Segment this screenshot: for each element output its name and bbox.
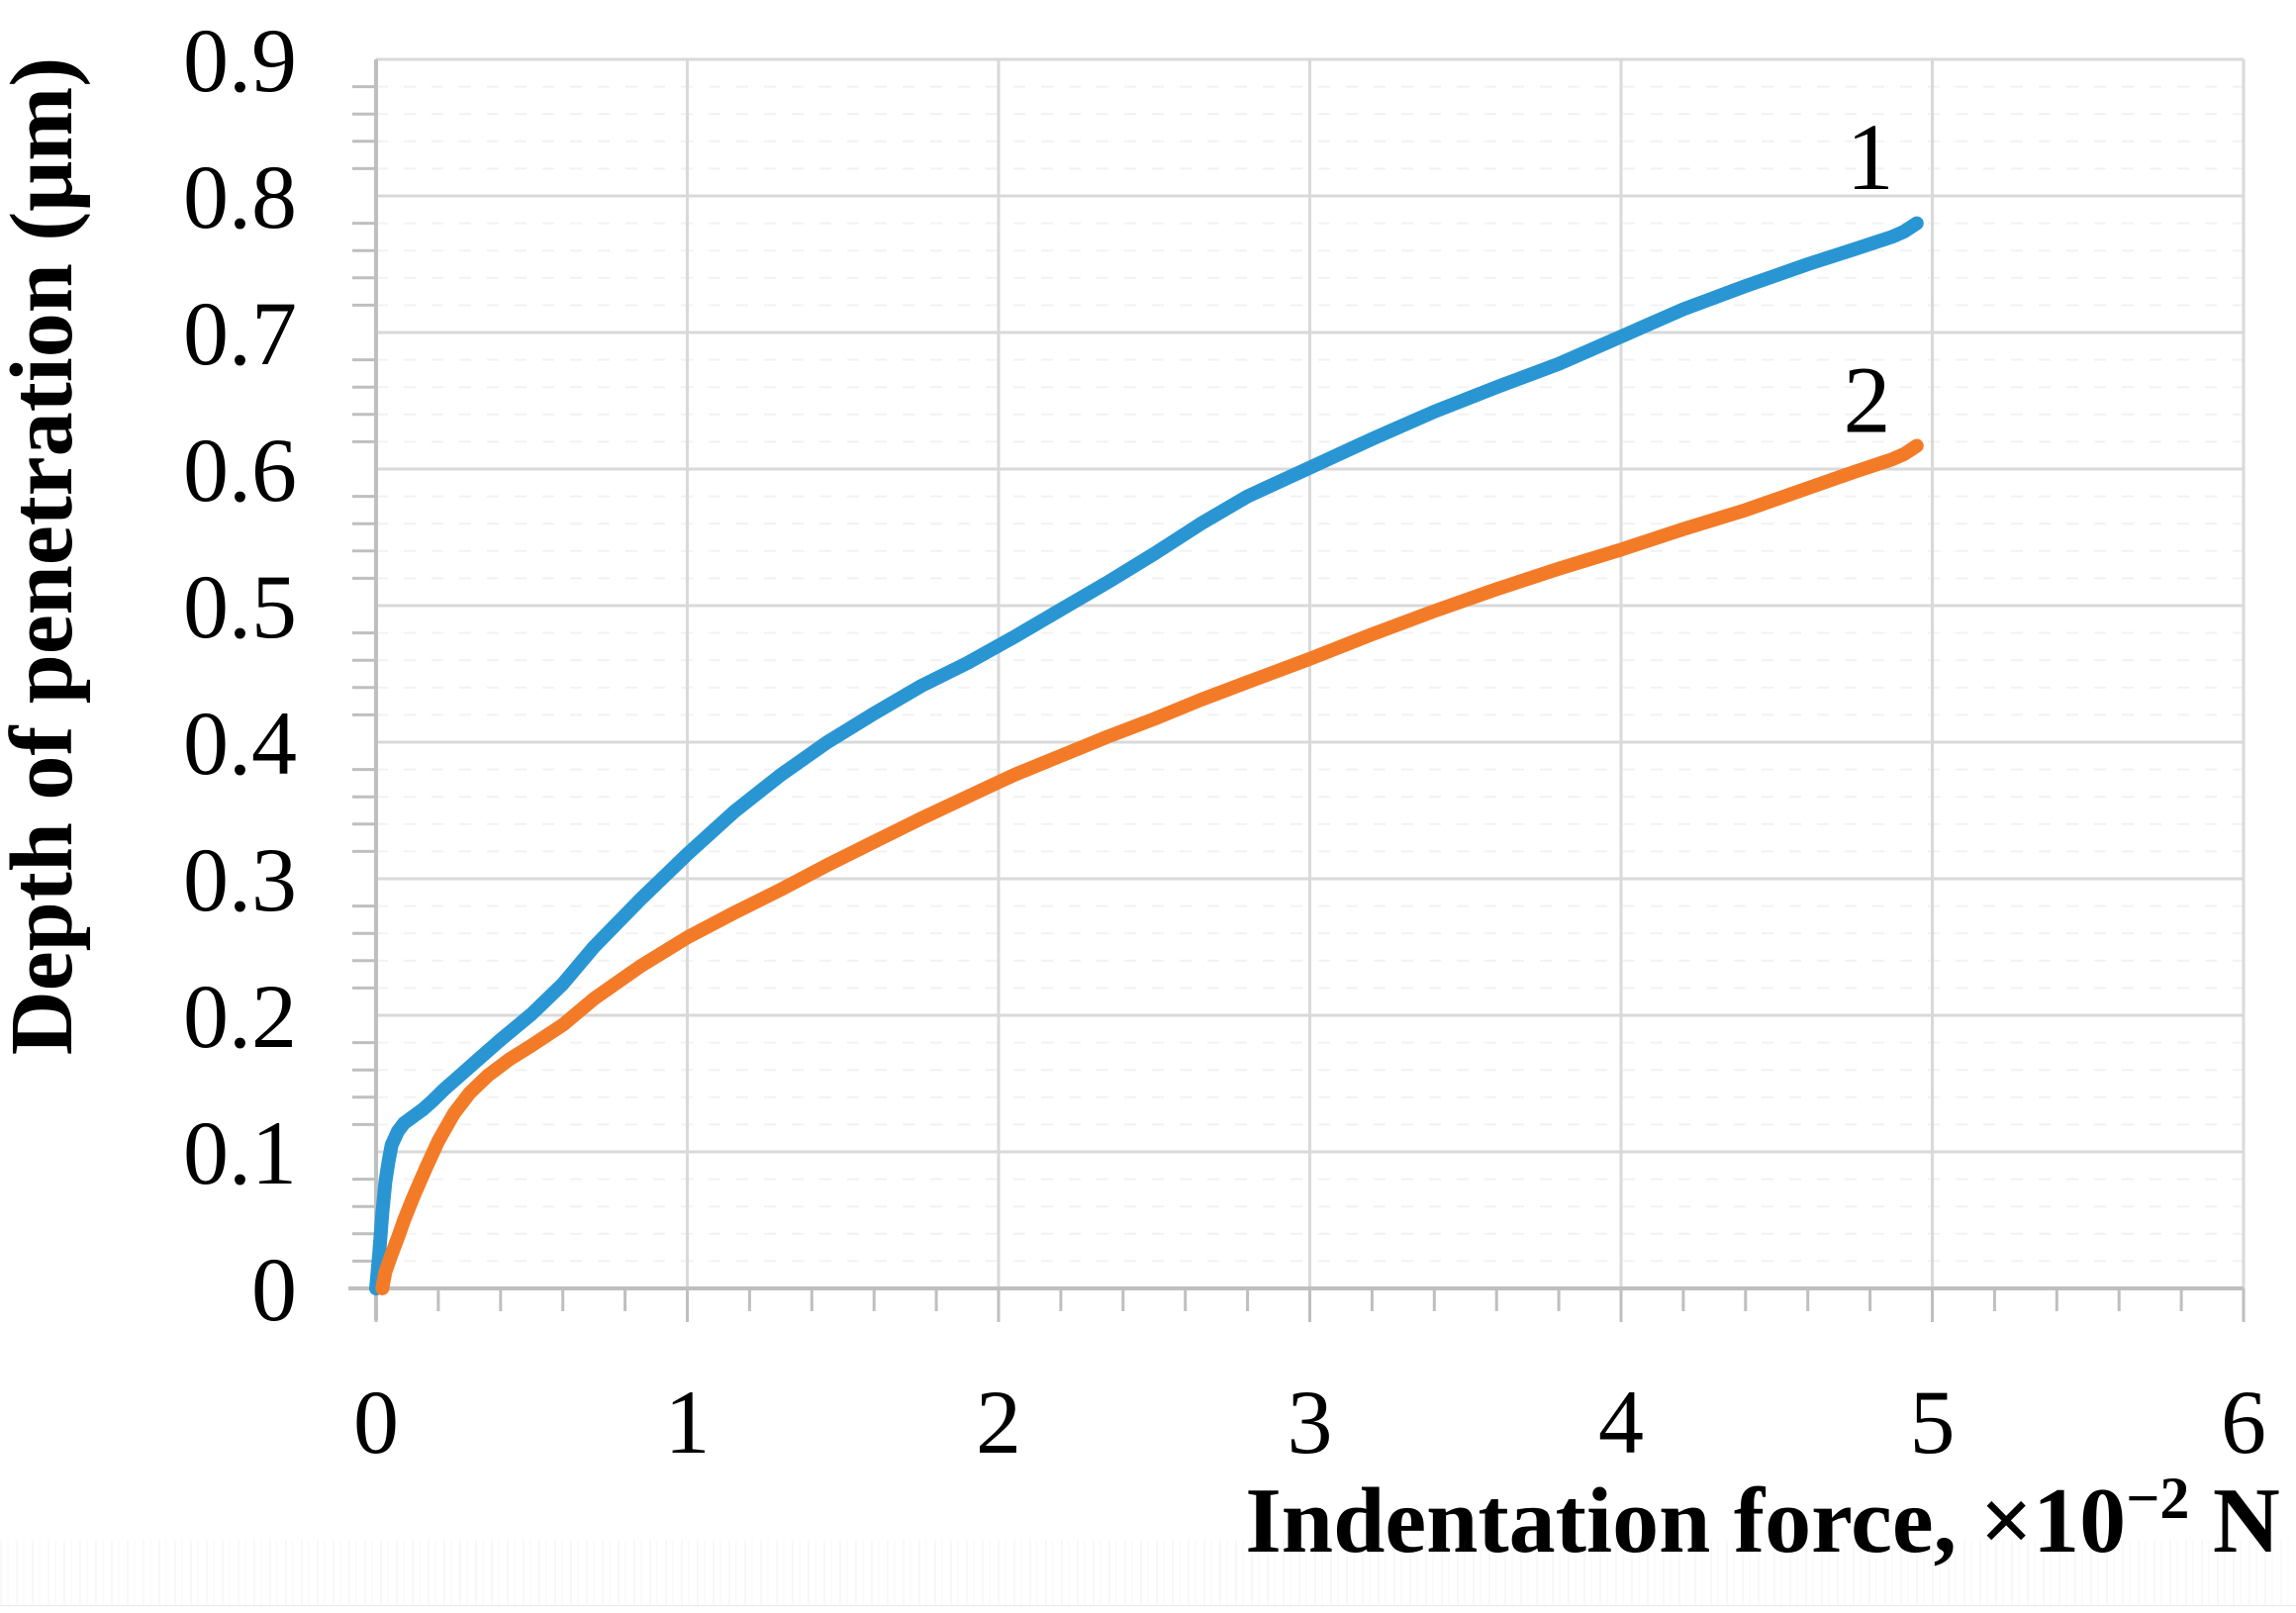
tick-marks [352,85,2246,1322]
y-tick-label-0.9: 0.9 [183,10,297,111]
x-tick-label-2: 2 [976,1372,1021,1472]
y-tick-label-0: 0 [251,1239,297,1340]
series-2-label: 2 [1843,347,1890,453]
y-tick-label-0.2: 0.2 [183,966,297,1067]
y-tick-label-0.3: 0.3 [183,829,297,930]
y-tick-labels: 0 0.1 0.2 0.3 0.4 0.5 0.6 0.7 0.8 0.9 [183,10,297,1340]
major-gridlines [376,57,2246,1288]
y-tick-label-0.1: 0.1 [183,1102,297,1203]
x-tick-label-0: 0 [353,1372,399,1472]
y-tick-label-0.5: 0.5 [183,556,297,657]
series-1-line [369,216,1924,1295]
series-labels: 12 [1843,104,1893,453]
series-1-label: 1 [1847,104,1894,210]
x-axis-title: Indentation force, ×10−2 N [1245,1466,2280,1572]
x-tick-label-5: 5 [1910,1372,1956,1472]
series-lines [369,216,1924,1295]
x-tick-label-1: 1 [665,1372,711,1472]
y-tick-label-0.6: 0.6 [183,420,297,521]
x-tick-label-4: 4 [1598,1372,1644,1472]
y-tick-label-0.4: 0.4 [183,693,297,794]
y-tick-label-0.8: 0.8 [183,146,297,247]
axes [348,59,2244,1320]
series-2-line [375,438,1924,1295]
y-axis-title: Depth of penetration (μm) [0,57,91,1055]
y-tick-label-0.7: 0.7 [183,283,297,384]
x-tick-label-6: 6 [2221,1372,2266,1472]
x-tick-label-3: 3 [1288,1372,1333,1472]
axis-titles: Indentation force, ×10−2 N Depth of penet… [0,57,2280,1572]
x-tick-labels: 0 1 2 3 4 5 6 [353,1372,2266,1472]
